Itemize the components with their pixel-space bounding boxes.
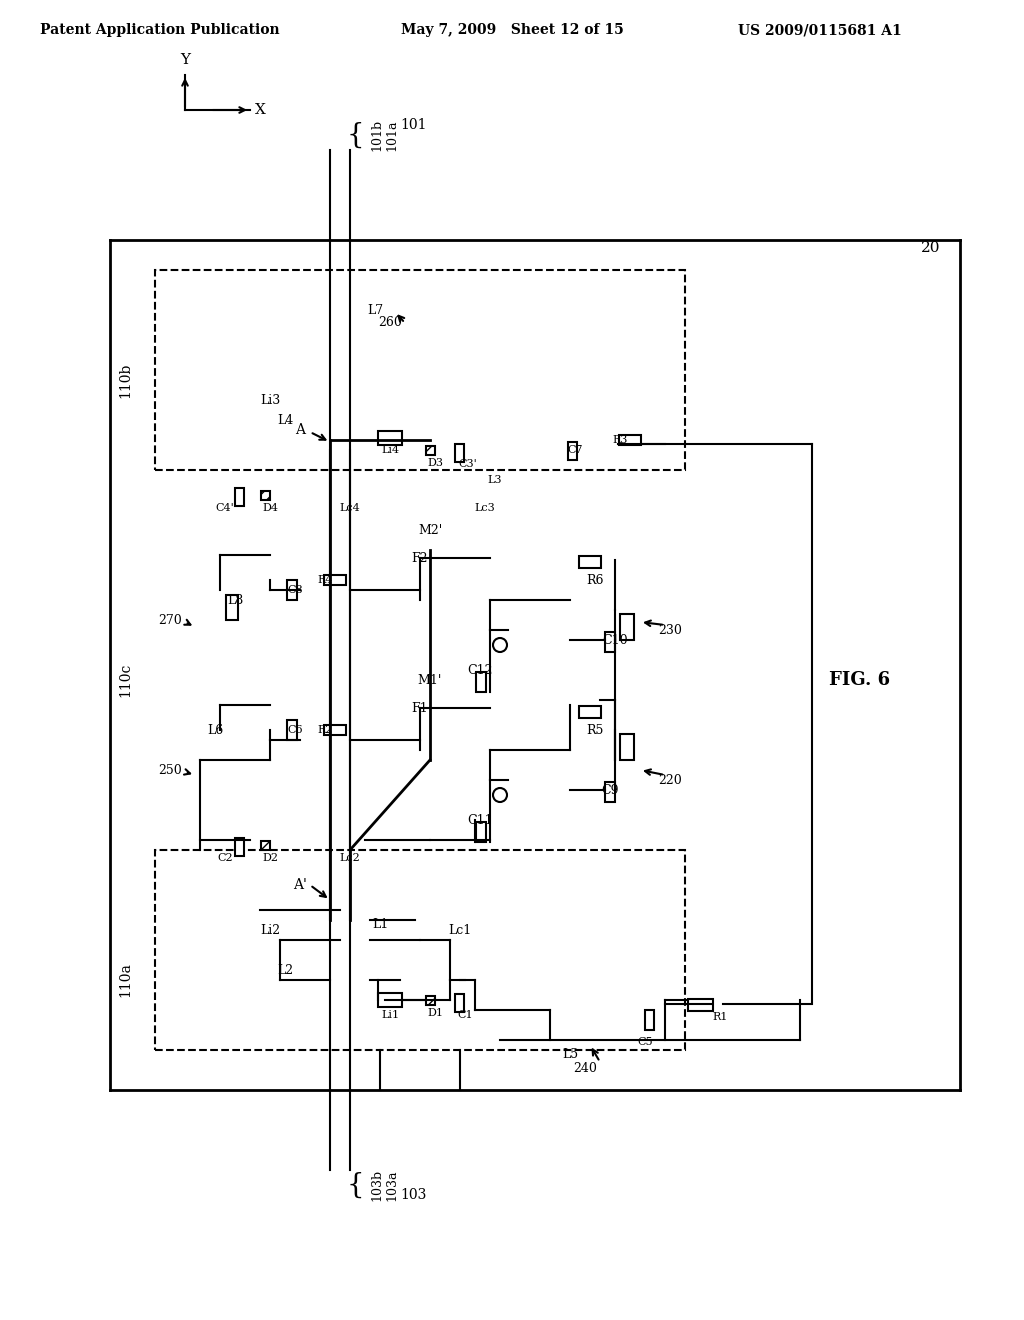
Text: A: A: [295, 422, 305, 437]
Text: C2: C2: [217, 853, 232, 863]
Bar: [426, 995, 434, 1005]
Text: C3': C3': [459, 459, 477, 469]
Text: X: X: [255, 103, 265, 117]
Text: C6: C6: [287, 725, 303, 735]
Text: C11: C11: [467, 813, 493, 826]
Bar: [605, 781, 615, 803]
Bar: [324, 725, 346, 735]
Text: Lc1: Lc1: [449, 924, 472, 936]
Bar: [579, 706, 601, 718]
Bar: [620, 734, 634, 760]
Bar: [260, 841, 269, 850]
Bar: [324, 576, 346, 585]
Bar: [155, 271, 685, 470]
Text: C5: C5: [637, 1038, 653, 1047]
Text: R3: R3: [612, 436, 628, 445]
Bar: [620, 614, 634, 640]
Text: Li3: Li3: [260, 393, 281, 407]
Text: F2: F2: [412, 552, 428, 565]
Bar: [476, 822, 486, 842]
Text: L4: L4: [276, 413, 293, 426]
Text: 101: 101: [400, 117, 427, 132]
Bar: [260, 491, 269, 499]
Text: FIG. 6: FIG. 6: [829, 671, 891, 689]
Text: Lc4: Lc4: [340, 503, 360, 513]
Text: 110a: 110a: [118, 962, 132, 998]
Text: Y: Y: [180, 53, 190, 67]
Bar: [287, 719, 297, 741]
Text: L3: L3: [487, 475, 502, 484]
Text: L7: L7: [367, 304, 383, 317]
Bar: [687, 999, 713, 1011]
Text: R2: R2: [317, 725, 333, 735]
Text: Lc3: Lc3: [475, 503, 496, 513]
Text: Patent Application Publication: Patent Application Publication: [40, 22, 280, 37]
Bar: [287, 579, 297, 601]
Text: C10: C10: [602, 634, 628, 647]
Bar: [618, 436, 641, 445]
Text: 20: 20: [921, 242, 940, 255]
Bar: [579, 556, 601, 568]
Text: 230: 230: [658, 623, 682, 636]
Text: C1: C1: [457, 1010, 473, 1020]
Text: 240: 240: [573, 1061, 597, 1074]
Text: C7: C7: [567, 445, 583, 455]
Bar: [455, 994, 464, 1012]
Text: {: {: [346, 121, 364, 149]
Text: C9: C9: [601, 784, 618, 796]
Text: L8: L8: [227, 594, 243, 606]
Bar: [226, 595, 238, 620]
Text: L6: L6: [207, 723, 223, 737]
Text: 103b: 103b: [370, 1170, 383, 1201]
Text: F1: F1: [412, 701, 428, 714]
Text: 103a: 103a: [385, 1170, 398, 1201]
Bar: [378, 993, 402, 1007]
Text: 101a: 101a: [385, 119, 398, 150]
Text: {: {: [346, 1172, 364, 1199]
Bar: [155, 850, 685, 1049]
Text: 270: 270: [158, 614, 182, 627]
Text: 101b: 101b: [370, 119, 383, 150]
Text: L2: L2: [276, 964, 293, 977]
Text: C12: C12: [467, 664, 493, 676]
Text: 250: 250: [158, 763, 182, 776]
Bar: [645, 1010, 654, 1030]
Bar: [234, 838, 244, 855]
Text: 110c: 110c: [118, 663, 132, 697]
Text: US 2009/0115681 A1: US 2009/0115681 A1: [738, 22, 902, 37]
Text: D4: D4: [262, 503, 278, 513]
Text: Lc2: Lc2: [340, 853, 360, 863]
Bar: [455, 444, 464, 462]
Bar: [234, 488, 244, 506]
Text: 220: 220: [658, 774, 682, 787]
Text: R4: R4: [317, 576, 333, 585]
Text: Li2: Li2: [260, 924, 280, 936]
Text: M2': M2': [418, 524, 442, 536]
Text: L5: L5: [562, 1048, 579, 1061]
Text: Li1: Li1: [381, 1010, 399, 1020]
Text: D2: D2: [262, 853, 278, 863]
Bar: [378, 432, 402, 445]
Bar: [568, 442, 577, 459]
Bar: [476, 672, 486, 692]
Text: L1: L1: [372, 919, 388, 932]
Text: 110b: 110b: [118, 362, 132, 397]
Text: R6: R6: [587, 573, 604, 586]
Text: Li4: Li4: [381, 445, 399, 455]
Bar: [426, 446, 434, 454]
Text: 103: 103: [400, 1188, 426, 1203]
Text: 260: 260: [378, 317, 402, 330]
Text: R5: R5: [587, 723, 604, 737]
Text: C8: C8: [287, 585, 303, 595]
Text: M1': M1': [418, 673, 442, 686]
Text: D1: D1: [427, 1008, 443, 1018]
Text: R1: R1: [713, 1012, 728, 1022]
Bar: [605, 632, 615, 652]
Text: C4': C4': [216, 503, 234, 513]
Text: May 7, 2009   Sheet 12 of 15: May 7, 2009 Sheet 12 of 15: [400, 22, 624, 37]
Text: D3: D3: [427, 458, 443, 469]
Text: A': A': [293, 878, 307, 892]
